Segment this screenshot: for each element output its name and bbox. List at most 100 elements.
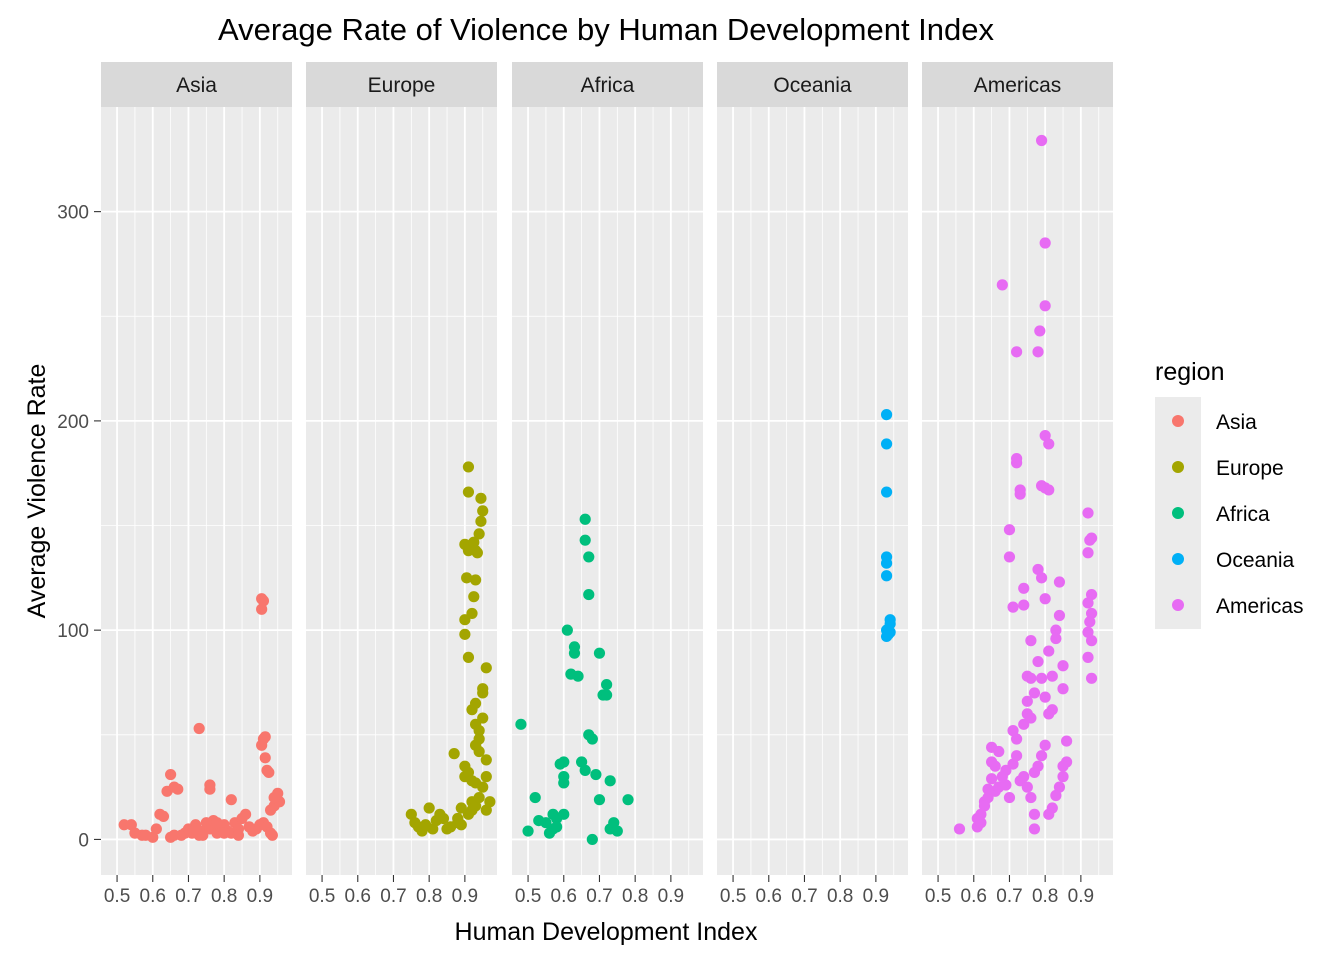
data-point [1057, 660, 1069, 672]
x-tick-label: 0.6 [756, 886, 782, 907]
data-point [1082, 626, 1094, 638]
data-point [239, 808, 252, 820]
data-point [477, 712, 489, 724]
data-point [586, 733, 598, 745]
data-point [1014, 488, 1026, 500]
data-point [982, 783, 994, 795]
data-point [1034, 325, 1046, 337]
data-point [264, 827, 277, 839]
data-point [1060, 735, 1073, 747]
data-point [469, 739, 482, 751]
data-point [448, 748, 460, 760]
data-point [1039, 593, 1051, 605]
data-point [558, 777, 570, 789]
x-tick-label: 0.5 [720, 886, 746, 907]
data-point [611, 825, 623, 837]
facet-panel-oceania: Oceania 0.5 0.6 0.7 0.8 0.9 [717, 62, 908, 907]
data-point [579, 534, 591, 546]
data-point [1057, 771, 1069, 783]
data-point [558, 756, 570, 768]
data-point [1035, 480, 1048, 492]
data-point [1028, 687, 1041, 699]
data-point [568, 647, 581, 659]
data-point [978, 800, 991, 812]
x-tick-label: 0.8 [827, 886, 853, 907]
x-tick-label: 0.8 [416, 886, 442, 907]
data-point [462, 461, 475, 473]
data-point [469, 697, 482, 710]
data-point [150, 823, 162, 835]
data-point [1003, 791, 1016, 804]
data-point [1043, 438, 1055, 450]
data-point [572, 670, 584, 682]
data-point [480, 771, 492, 783]
x-tick-label: 0.6 [961, 886, 987, 907]
facet-panel-europe: Europe 0.5 0.6 0.7 0.8 0.9 [306, 62, 497, 907]
data-point [1050, 789, 1062, 802]
data-point [405, 808, 417, 820]
data-point [590, 768, 602, 781]
data-point [1003, 551, 1016, 563]
data-point [880, 557, 893, 569]
data-point [475, 515, 487, 527]
facet-panel-americas: Americas 0.5 0.6 0.7 0.8 0.9 [922, 62, 1113, 907]
data-point [232, 829, 245, 841]
y-tick-label: 0 [78, 830, 89, 851]
data-point [1025, 672, 1037, 684]
legend-label: Africa [1216, 503, 1270, 526]
data-point [259, 752, 271, 764]
data-point [953, 823, 966, 835]
data-point [586, 833, 598, 846]
facet-strip [922, 62, 1113, 107]
data-point [529, 791, 541, 804]
data-point [1032, 760, 1044, 772]
legend-label: Asia [1216, 411, 1257, 434]
panel-background [512, 107, 703, 875]
x-tick-label: 0.7 [996, 886, 1022, 907]
data-point [462, 766, 475, 779]
facet-panels: Asia 0.5 0.6 0.7 0.8 0.9 Europe 0.5 0.6 0.7 0.8 0.9… [101, 62, 1113, 907]
data-point [1050, 632, 1062, 645]
y-tick-label: 100 [57, 621, 89, 642]
data-point [1082, 597, 1094, 609]
data-point [473, 528, 485, 540]
chart-title: Average Rate of Violence by Human Develo… [218, 12, 995, 47]
data-point [593, 647, 606, 659]
x-tick-label: 0.8 [622, 886, 648, 907]
data-point [1039, 300, 1051, 312]
data-point [147, 831, 159, 843]
legend-key-oceania [1172, 553, 1184, 565]
data-point [1025, 635, 1037, 647]
data-point [263, 766, 275, 779]
data-point [1007, 725, 1019, 737]
data-point [459, 628, 471, 640]
data-point [1028, 823, 1041, 835]
data-point [1043, 808, 1055, 820]
data-point [423, 802, 435, 814]
facet-strip-label: Americas [974, 74, 1062, 97]
legend-key-americas [1172, 599, 1184, 611]
data-point [880, 570, 893, 582]
x-tick-label: 0.7 [380, 886, 406, 907]
legend: region Asia Europe Africa Oceania Americas [1155, 358, 1304, 629]
data-point [996, 771, 1008, 783]
y-axis: 0 100 200 300 [57, 203, 101, 851]
data-point [884, 614, 896, 626]
data-point [608, 817, 620, 829]
data-point [473, 725, 485, 737]
x-axis-title: Human Development Index [455, 918, 758, 946]
data-point [1082, 507, 1094, 519]
data-point [1018, 771, 1030, 783]
data-point [468, 536, 480, 548]
x-tick-label: 0.9 [1068, 886, 1094, 907]
data-point [1057, 760, 1069, 772]
y-tick-label: 200 [57, 412, 89, 433]
data-point [480, 754, 492, 766]
legend-key-asia [1172, 415, 1184, 427]
data-point [477, 505, 489, 517]
data-point [1018, 599, 1030, 611]
data-point [1084, 616, 1096, 628]
data-point [561, 624, 573, 636]
data-point [880, 486, 893, 498]
data-point [218, 827, 230, 839]
